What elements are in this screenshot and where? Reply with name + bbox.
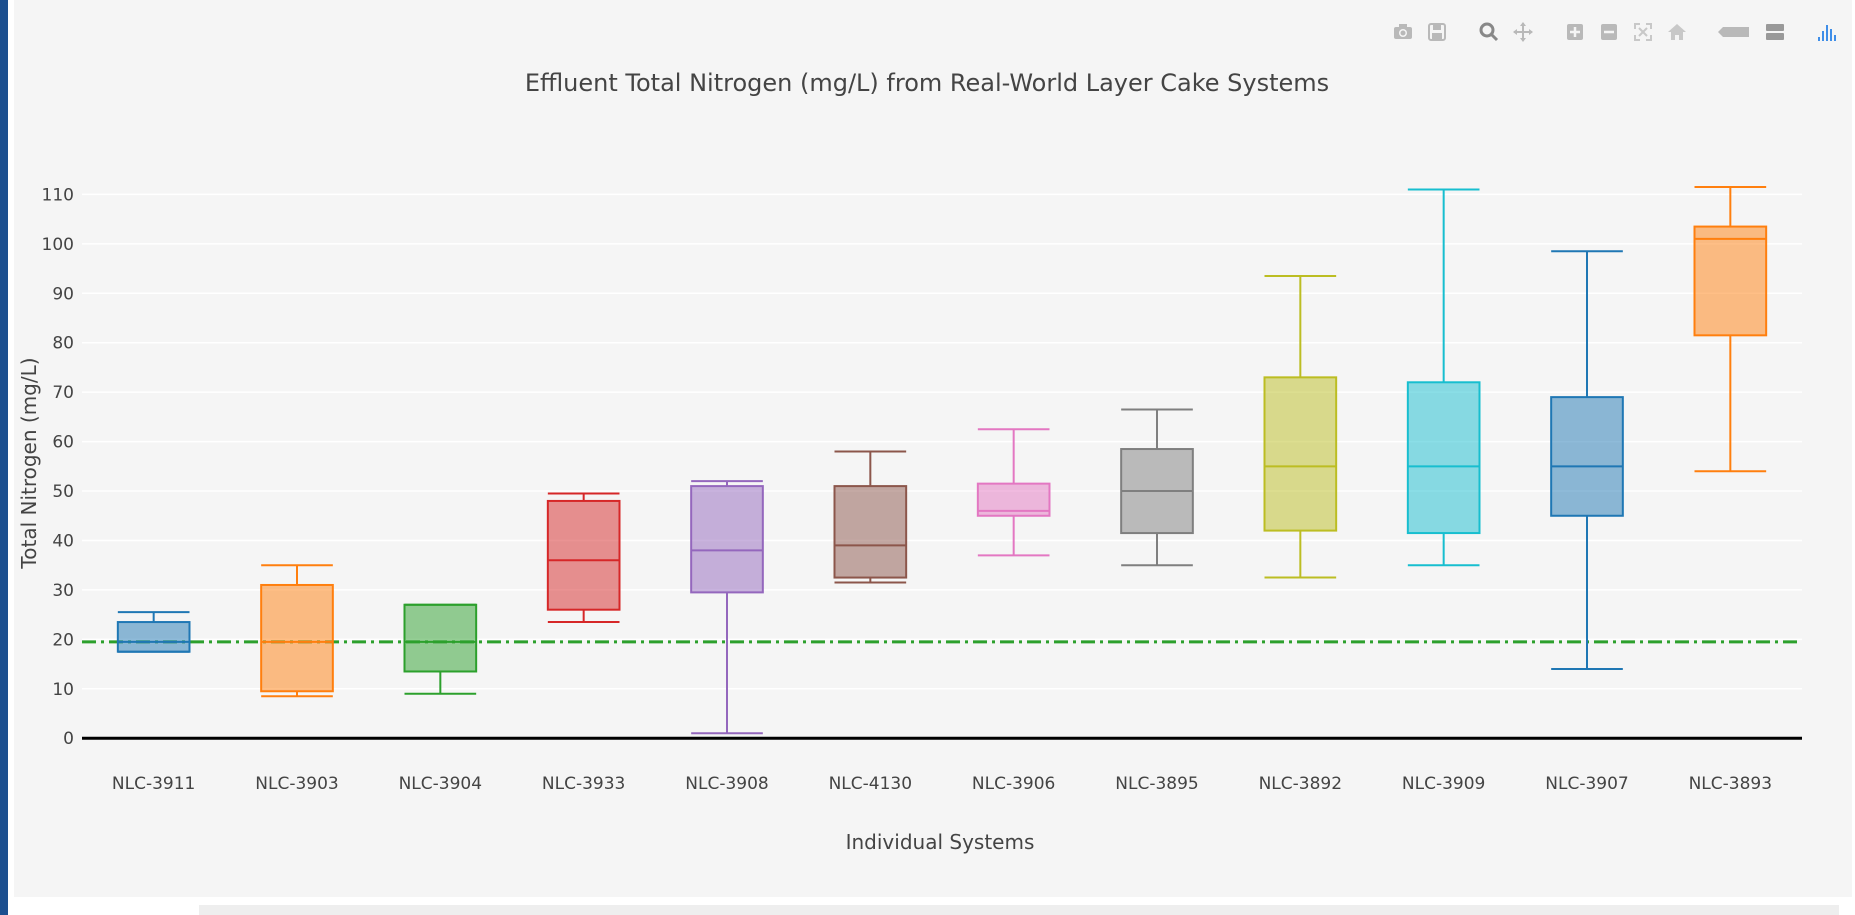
box-nlc-3907	[1550, 250, 1624, 671]
autoscale-icon	[1634, 23, 1652, 41]
iqr-box	[116, 621, 191, 653]
zoom-button[interactable]	[1475, 18, 1503, 46]
save-icon	[1428, 23, 1446, 41]
x-axis-ticks: NLC-3911 NLC-3903 NLC-3904 NLC-3933 NLC-3908…	[112, 774, 1772, 794]
iqr-box	[833, 485, 908, 579]
x-tick-label: NLC-3909	[1402, 774, 1485, 794]
box-nlc-3909	[1406, 188, 1481, 567]
box-nlc-3903	[260, 564, 334, 698]
iqr-box	[1263, 376, 1338, 532]
iqr-box	[690, 485, 764, 594]
left-accent-strip	[0, 0, 8, 915]
y-tick-label: 10	[52, 680, 74, 700]
box-nlc-3908	[690, 480, 764, 735]
y-tick-label: 100	[42, 235, 74, 255]
hover-compare-button[interactable]	[1761, 18, 1789, 46]
iqr-box	[403, 603, 478, 673]
box-nlc-4130	[833, 450, 908, 584]
horizontal-scrollbar[interactable]	[199, 905, 1839, 915]
box-nlc-3933	[546, 492, 621, 624]
y-tick-label: 60	[52, 433, 74, 453]
iqr-box	[260, 583, 334, 693]
box-nlc-3895	[1120, 408, 1194, 567]
x-tick-label: NLC-3895	[1115, 774, 1198, 794]
box-nlc-3892	[1263, 275, 1338, 579]
boxes-layer	[116, 186, 1768, 735]
save-button[interactable]	[1423, 18, 1451, 46]
zoom-out-button[interactable]	[1595, 18, 1623, 46]
x-tick-label: NLC-4130	[829, 774, 912, 794]
y-tick-label: 30	[52, 581, 74, 601]
zoom-in-icon	[1567, 24, 1583, 40]
y-tick-label: 20	[52, 630, 74, 650]
modebar	[1389, 18, 1841, 46]
x-tick-label: NLC-3933	[542, 774, 625, 794]
hover-compare-icon	[1766, 24, 1784, 40]
y-tick-label: 80	[52, 334, 74, 354]
chart-title: Effluent Total Nitrogen (mg/L) from Real…	[525, 69, 1329, 97]
plot-panel	[14, 0, 1852, 897]
y-tick-label: 70	[52, 383, 74, 403]
x-tick-label: NLC-3892	[1259, 774, 1342, 794]
camera-icon	[1394, 24, 1412, 39]
plotly-logo-button[interactable]	[1813, 18, 1841, 46]
zoom-in-button[interactable]	[1561, 18, 1589, 46]
home-button[interactable]	[1663, 18, 1691, 46]
camera-button[interactable]	[1389, 18, 1417, 46]
hover-closest-button[interactable]	[1715, 18, 1755, 46]
pan-icon	[1513, 22, 1533, 42]
y-tick-label: 110	[42, 185, 74, 205]
iqr-box	[546, 499, 621, 611]
y-tick-label: 40	[52, 531, 74, 551]
autoscale-button[interactable]	[1629, 18, 1657, 46]
x-tick-label: NLC-3906	[972, 774, 1055, 794]
gridlines	[82, 193, 1802, 740]
y-tick-label: 0	[63, 729, 74, 749]
iqr-box	[1406, 381, 1481, 535]
zoom-out-icon	[1601, 24, 1617, 40]
box-nlc-3904	[403, 603, 478, 695]
x-tick-label: NLC-3893	[1689, 774, 1772, 794]
hover-closest-icon	[1718, 27, 1749, 37]
y-tick-label: 90	[52, 284, 74, 304]
x-tick-label: NLC-3904	[399, 774, 482, 794]
y-axis-ticks: 0 10 20 30 40 50 60 70 80 90 100 110	[42, 185, 74, 749]
iqr-box	[1550, 396, 1624, 517]
box-nlc-3911	[116, 611, 191, 653]
y-tick-label: 50	[52, 482, 74, 502]
y-axis-title: Total Nitrogen (mg/L)	[17, 357, 41, 569]
x-axis-title: Individual Systems	[846, 830, 1035, 854]
x-tick-label: NLC-3908	[685, 774, 768, 794]
box-nlc-3906	[976, 428, 1051, 557]
plotly-logo-icon	[1818, 25, 1836, 41]
iqr-box	[1693, 225, 1768, 337]
x-tick-label: NLC-3911	[112, 774, 195, 794]
x-tick-label: NLC-3907	[1545, 774, 1628, 794]
pan-button[interactable]	[1509, 18, 1537, 46]
box-nlc-3893	[1693, 186, 1768, 473]
home-icon	[1668, 24, 1686, 40]
x-tick-label: NLC-3903	[255, 774, 338, 794]
zoom-icon	[1479, 22, 1499, 42]
bottom-strip	[14, 897, 1852, 915]
